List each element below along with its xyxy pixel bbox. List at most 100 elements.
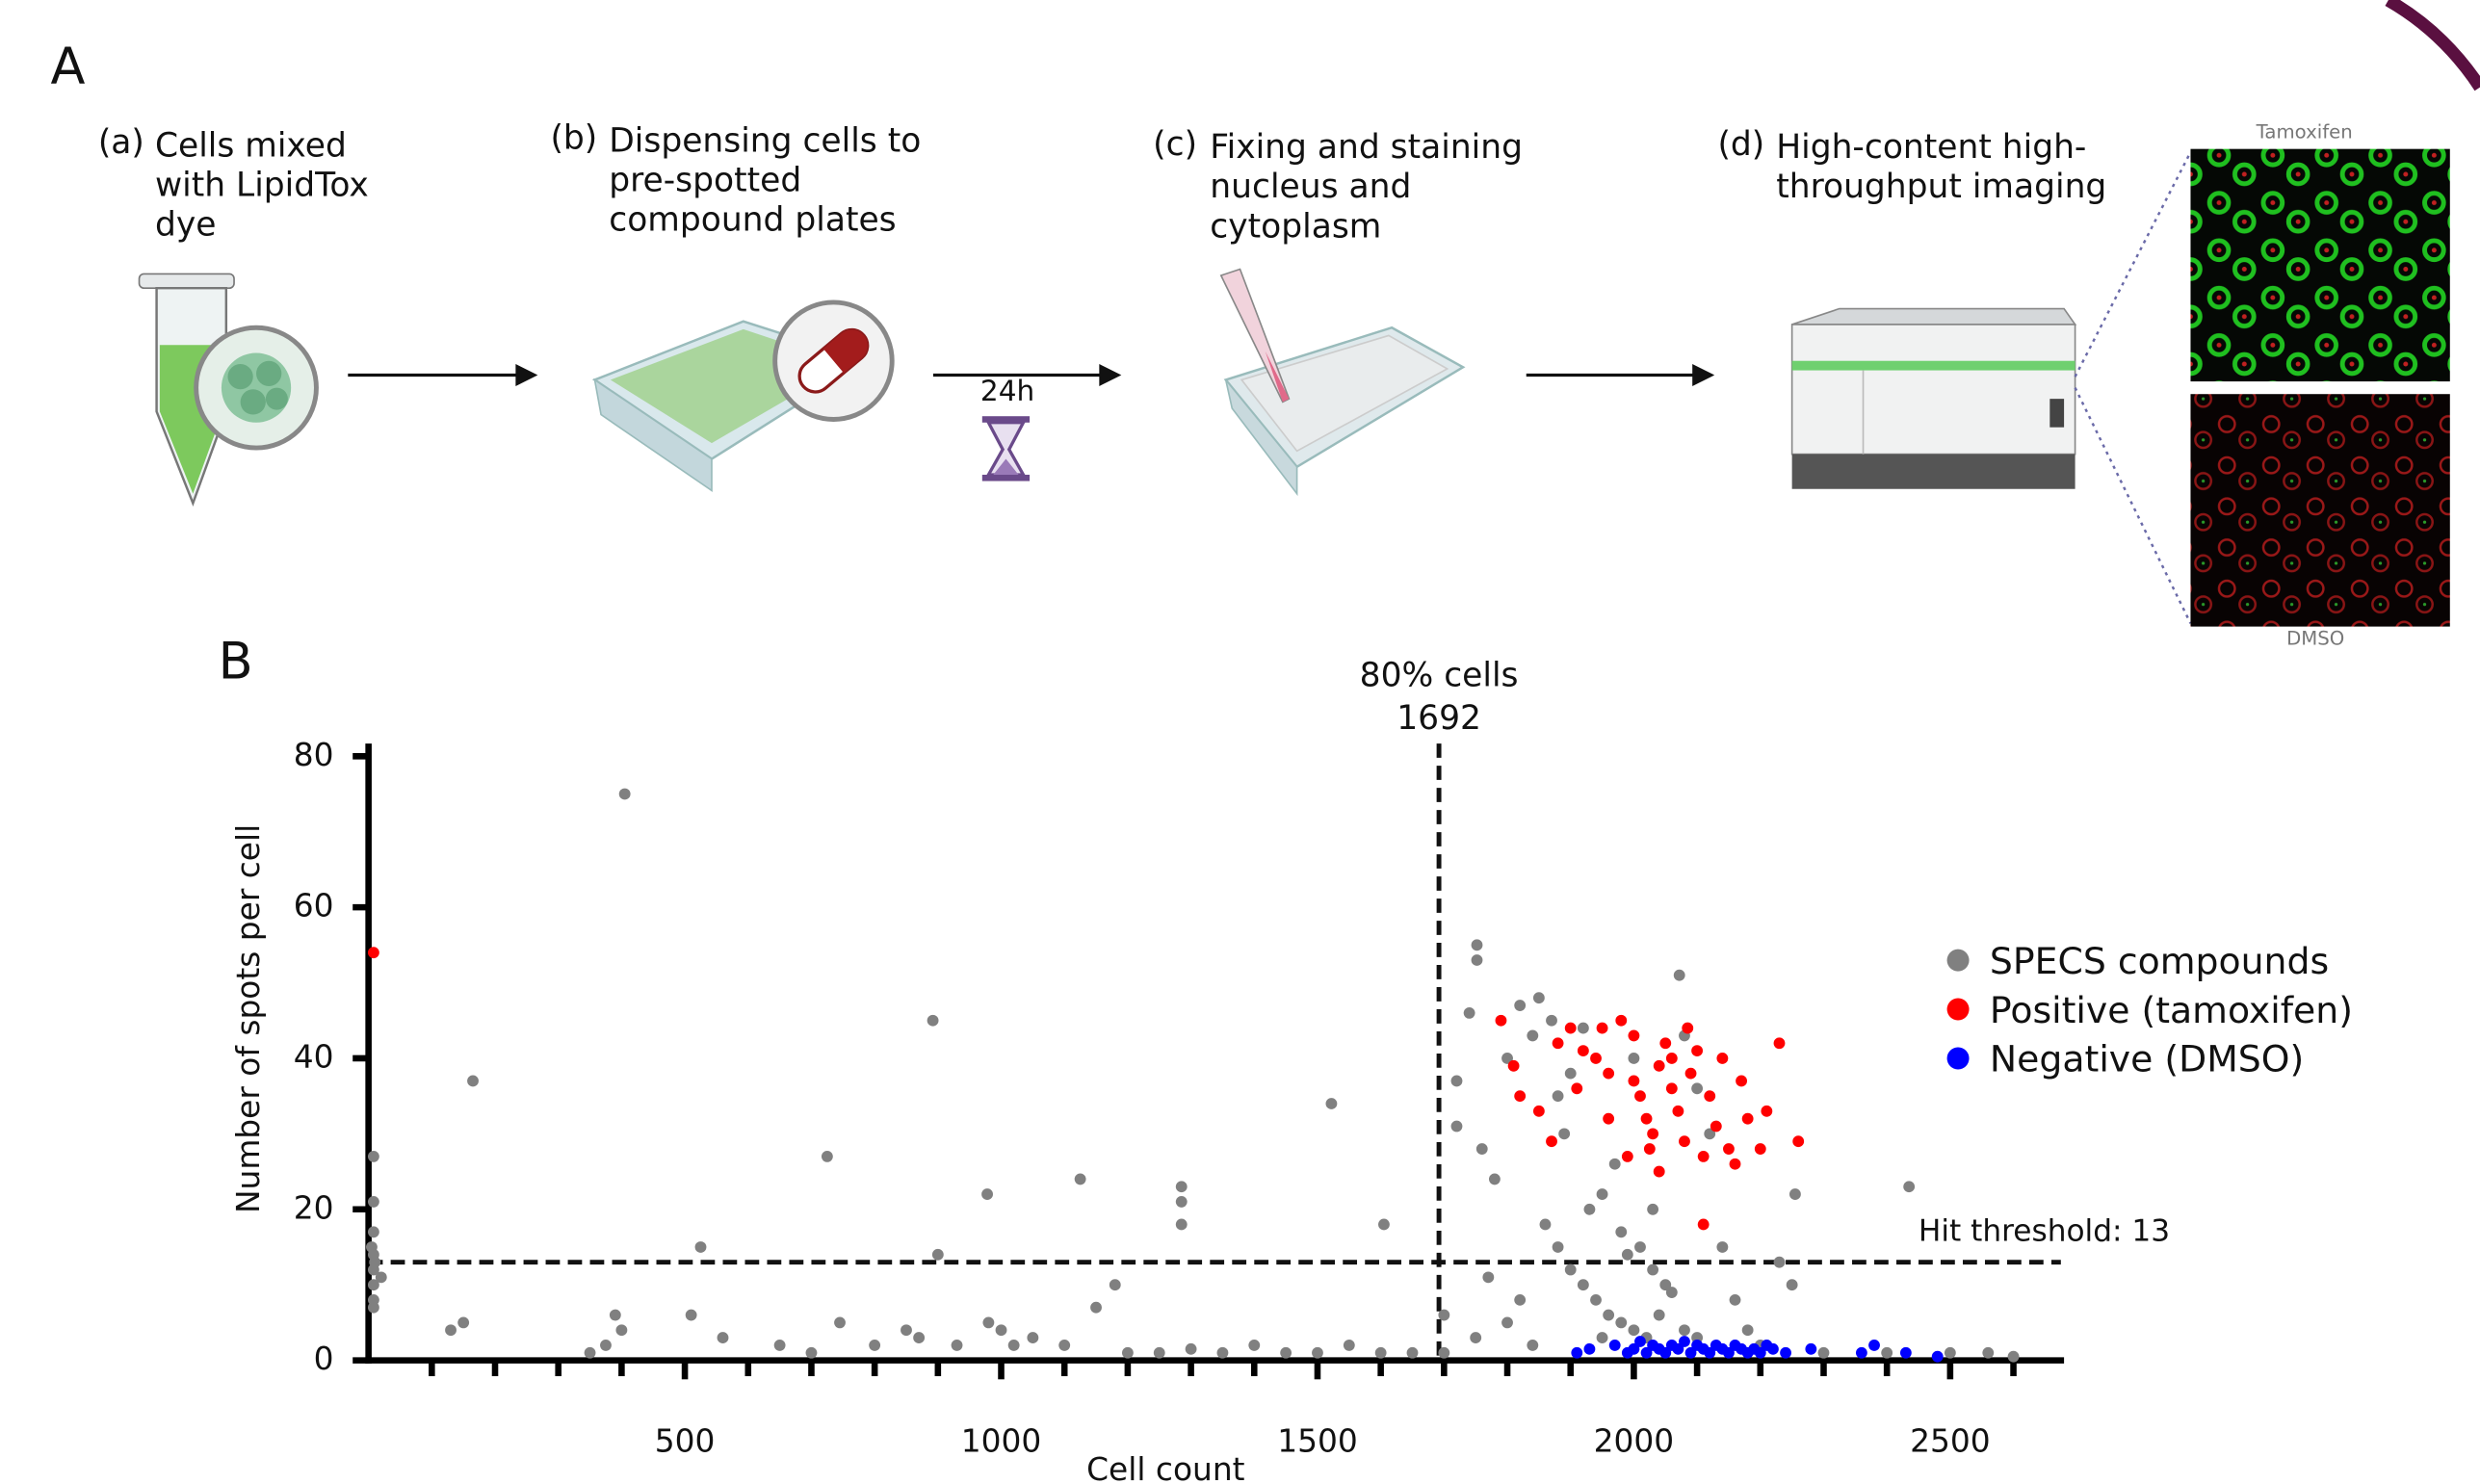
point	[1546, 1135, 1557, 1148]
step-tag: (a)	[98, 123, 144, 162]
step-tag: (c)	[1153, 125, 1197, 164]
arrowhead	[515, 364, 538, 387]
point	[1773, 1037, 1786, 1050]
point	[1653, 1309, 1665, 1321]
point	[367, 947, 379, 959]
point	[1704, 1346, 1716, 1359]
point	[1463, 1006, 1475, 1019]
point	[1552, 1241, 1564, 1253]
point	[1640, 1346, 1653, 1359]
point	[1679, 1324, 1690, 1337]
point	[773, 1340, 786, 1351]
point	[1903, 1181, 1916, 1193]
point	[1603, 1067, 1615, 1080]
point	[1527, 1340, 1539, 1351]
point	[901, 1324, 912, 1337]
point	[1482, 1271, 1495, 1284]
point	[1659, 1037, 1672, 1050]
point	[869, 1340, 881, 1351]
y-tick-label: 20	[294, 1189, 334, 1226]
point	[1558, 1128, 1571, 1140]
point	[685, 1309, 697, 1321]
point	[1539, 1218, 1552, 1231]
point	[457, 1316, 470, 1329]
point	[1577, 1022, 1589, 1034]
point	[1704, 1128, 1716, 1140]
point	[1590, 1293, 1602, 1306]
point	[1647, 1203, 1659, 1215]
reference-label: 80% cells	[1360, 657, 1519, 695]
step-text: Cells mixed	[155, 127, 347, 166]
point	[1665, 1053, 1678, 1064]
point	[1312, 1346, 1323, 1359]
point	[1470, 1332, 1482, 1343]
point	[467, 1075, 479, 1087]
point	[1673, 969, 1685, 981]
imager-icon	[1790, 307, 2077, 489]
point	[1471, 954, 1483, 966]
point	[1634, 1090, 1646, 1103]
point	[1280, 1346, 1292, 1359]
point	[1615, 1226, 1628, 1238]
point	[1596, 1188, 1608, 1201]
point	[834, 1316, 846, 1329]
point	[369, 1256, 381, 1268]
x-tick-label: 500	[655, 1423, 716, 1460]
point	[1684, 1067, 1697, 1080]
point	[1109, 1279, 1121, 1291]
x-tick-label: 2500	[1910, 1423, 1991, 1460]
point	[1773, 1256, 1786, 1268]
point	[618, 788, 631, 800]
step-tag: (b)	[550, 118, 597, 157]
point	[1153, 1346, 1165, 1359]
point	[584, 1346, 596, 1359]
point	[2007, 1350, 2020, 1363]
step-text: cytoplasm	[1210, 207, 1381, 246]
point	[1507, 1059, 1520, 1072]
plate-icon	[591, 299, 895, 492]
x-tick-label: 2000	[1594, 1423, 1675, 1460]
point	[1697, 1150, 1710, 1162]
point	[1805, 1342, 1817, 1355]
step-text: dye	[155, 206, 216, 245]
point	[1729, 1293, 1741, 1306]
point	[1643, 1143, 1656, 1155]
point	[1723, 1346, 1735, 1359]
point	[1615, 1316, 1628, 1329]
y-tick-label: 80	[294, 737, 334, 773]
point	[1665, 1082, 1678, 1095]
microscopy-image	[2190, 148, 2450, 382]
point	[367, 1279, 379, 1291]
point	[1495, 1014, 1507, 1027]
point	[1438, 1309, 1450, 1321]
arrowhead	[1099, 364, 1122, 387]
legend-marker	[1946, 949, 1970, 972]
point	[445, 1324, 457, 1337]
point	[1729, 1158, 1741, 1170]
point	[1741, 1112, 1754, 1125]
legend-marker	[1946, 998, 1970, 1021]
point	[995, 1324, 1007, 1337]
point	[1532, 1105, 1545, 1117]
legend-label: SPECS compounds	[1990, 940, 2329, 982]
point	[1248, 1340, 1261, 1351]
point	[1514, 1293, 1527, 1306]
point	[1640, 1112, 1653, 1125]
x-axis-label: Cell count	[1086, 1451, 1245, 1484]
point	[1621, 1150, 1633, 1162]
point	[367, 1226, 379, 1238]
point	[366, 1241, 378, 1253]
point	[1608, 1158, 1621, 1170]
point	[1571, 1082, 1583, 1095]
point	[367, 1150, 379, 1162]
point	[1501, 1053, 1513, 1064]
point	[1007, 1340, 1020, 1351]
x-tick-label: 1500	[1277, 1423, 1358, 1460]
point	[1761, 1105, 1773, 1117]
point	[1590, 1053, 1602, 1064]
step-text: pre-spotted	[609, 162, 801, 200]
point	[1564, 1263, 1577, 1276]
tube-icon	[138, 273, 319, 507]
